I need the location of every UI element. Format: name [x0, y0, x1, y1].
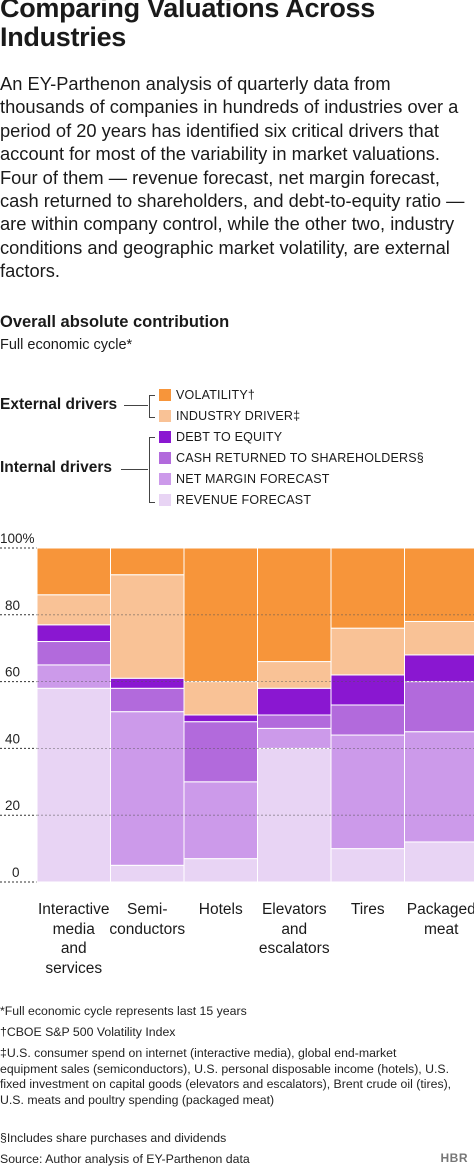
x-tick-label-line: Packaged	[402, 900, 474, 920]
bar-segment	[331, 675, 405, 705]
bar-segment	[111, 688, 185, 711]
legend-label: VOLATILITY†	[176, 388, 255, 402]
x-tick-label-line: meat	[402, 920, 474, 940]
y-tick-label: 100%	[0, 531, 35, 546]
intro-paragraph: An EY-Parthenon analysis of quarterly da…	[0, 72, 472, 283]
legend-internal-label: Internal drivers	[0, 459, 112, 477]
y-tick-label: 80	[5, 598, 20, 613]
bar-segment	[331, 628, 405, 675]
x-tick-label-line: Interactive	[35, 900, 113, 920]
legend-swatch	[159, 389, 171, 401]
x-tick-label-line: escalators	[255, 939, 333, 959]
bar-segment	[184, 722, 258, 782]
bar-segment	[111, 548, 185, 575]
y-tick-label: 40	[5, 731, 20, 746]
page-title: Comparing Valuations Across Industries	[0, 0, 470, 52]
bar-segment	[331, 705, 405, 735]
footnote-source: Source: Author analysis of EY-Parthenon …	[0, 1152, 455, 1168]
x-tick-label-line: conductors	[108, 920, 186, 940]
bar-segment	[111, 575, 185, 679]
legend-label: REVENUE FORECAST	[176, 493, 311, 507]
bar-segment	[184, 782, 258, 859]
legend-label: CASH RETURNED TO SHAREHOLDERS§	[176, 451, 424, 465]
legend-label: DEBT TO EQUITY	[176, 430, 282, 444]
x-tick-label-line: and	[255, 920, 333, 940]
bar-segment	[405, 842, 474, 882]
bar-segment	[258, 548, 332, 662]
bar-segment	[405, 655, 474, 682]
legend-internal-connector	[121, 469, 148, 470]
chart-title: Overall absolute contribution	[0, 313, 229, 332]
bar-segment	[37, 665, 111, 688]
footnote-industry-driver: ‡U.S. consumer spend on internet (intera…	[0, 1046, 455, 1108]
bar-segment	[331, 735, 405, 849]
legend-swatch	[159, 410, 171, 422]
bar-segment	[405, 682, 474, 732]
bar-segment	[405, 548, 474, 621]
bar-segment	[184, 715, 258, 722]
legend-swatch	[159, 431, 171, 443]
legend-internal-brace	[149, 437, 155, 503]
legend-label: INDUSTRY DRIVER‡	[176, 409, 300, 423]
bar-segment	[37, 595, 111, 625]
legend-label: NET MARGIN FORECAST	[176, 472, 330, 486]
x-tick-label-line: services	[35, 959, 113, 979]
legend-external-label: External drivers	[0, 396, 117, 414]
hbr-logo: HBR	[441, 1151, 469, 1165]
x-tick-label-line: and	[35, 939, 113, 959]
x-tick-label-line: Elevators	[255, 900, 333, 920]
x-tick-label-line: Hotels	[182, 900, 260, 920]
bar-segment	[331, 548, 405, 628]
footnote-cycle: *Full economic cycle represents last 15 …	[0, 1004, 455, 1020]
x-tick-label-line: Semi-	[108, 900, 186, 920]
x-tick-label: Tires	[329, 900, 407, 920]
x-tick-label-line: Tires	[329, 900, 407, 920]
bar-segment	[111, 712, 185, 866]
x-tick-label: Semi-conductors	[108, 900, 186, 939]
bar-segment	[258, 662, 332, 689]
legend-external-brace	[149, 395, 155, 418]
legend-swatch	[159, 494, 171, 506]
bar-segment	[258, 715, 332, 728]
y-tick-label: 0	[12, 865, 20, 880]
bar-segment	[184, 859, 258, 882]
bar-segment	[37, 548, 111, 595]
bar-segment	[111, 678, 185, 688]
bar-segment	[37, 688, 111, 882]
footnote-cash-returned: §Includes share purchases and dividends	[0, 1131, 455, 1147]
footnote-volatility: †CBOE S&P 500 Volatility Index	[0, 1025, 455, 1041]
bar-segment	[258, 728, 332, 748]
bar-segment	[37, 625, 111, 642]
bar-segment	[111, 865, 185, 882]
bar-segment	[184, 682, 258, 715]
bar-segment	[37, 642, 111, 665]
chart-subtitle: Full economic cycle*	[0, 337, 132, 353]
legend-swatch	[159, 452, 171, 464]
bar-segment	[331, 849, 405, 882]
bar-segment	[405, 621, 474, 654]
x-tick-label: Hotels	[182, 900, 260, 920]
legend-external-connector	[124, 405, 148, 406]
bar-segment	[258, 688, 332, 715]
y-tick-label: 20	[5, 798, 20, 813]
y-tick-label: 60	[5, 665, 20, 680]
legend-swatch	[159, 473, 171, 485]
x-tick-label-line: media	[35, 920, 113, 940]
